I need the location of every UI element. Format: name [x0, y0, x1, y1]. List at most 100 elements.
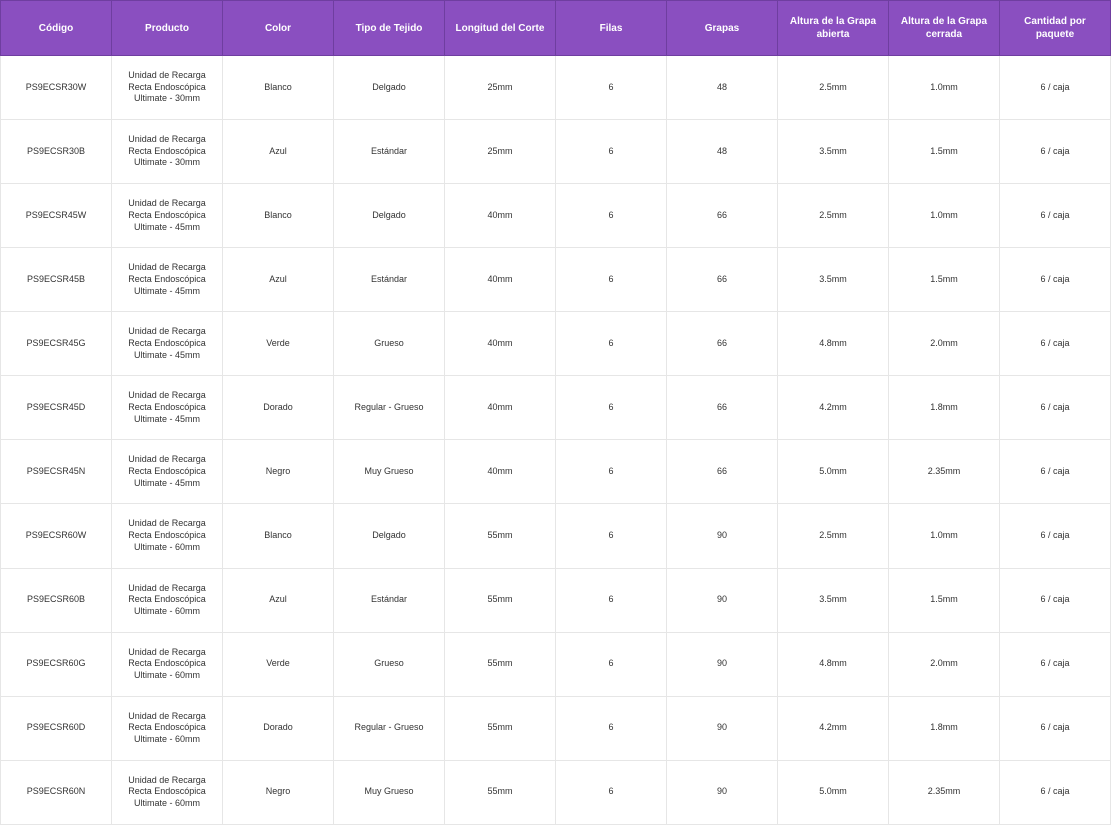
col-filas: Filas: [556, 1, 667, 56]
table-row: PS9ECSR60DUnidad de Recarga Recta Endosc…: [1, 696, 1111, 760]
col-grapas: Grapas: [667, 1, 778, 56]
table-cell: 55mm: [445, 504, 556, 568]
col-color: Color: [223, 1, 334, 56]
table-cell: 6 / caja: [1000, 440, 1111, 504]
table-row: PS9ECSR60NUnidad de Recarga Recta Endosc…: [1, 760, 1111, 824]
table-cell: 6: [556, 248, 667, 312]
table-cell: Delgado: [334, 504, 445, 568]
table-cell: PS9ECSR45B: [1, 248, 112, 312]
table-cell: Regular - Grueso: [334, 376, 445, 440]
col-codigo: Código: [1, 1, 112, 56]
table-cell: 2.0mm: [889, 632, 1000, 696]
table-cell: 6: [556, 184, 667, 248]
table-cell: 5.0mm: [778, 760, 889, 824]
table-cell: 55mm: [445, 632, 556, 696]
table-cell: Unidad de Recarga Recta Endoscópica Ulti…: [112, 504, 223, 568]
table-cell: Muy Grueso: [334, 440, 445, 504]
table-header-row: Código Producto Color Tipo de Tejido Lon…: [1, 1, 1111, 56]
table-row: PS9ECSR60BUnidad de Recarga Recta Endosc…: [1, 568, 1111, 632]
table-cell: 6 / caja: [1000, 184, 1111, 248]
table-cell: 1.8mm: [889, 696, 1000, 760]
table-cell: Unidad de Recarga Recta Endoscópica Ulti…: [112, 248, 223, 312]
table-cell: 6: [556, 568, 667, 632]
table-cell: Dorado: [223, 376, 334, 440]
table-cell: 40mm: [445, 376, 556, 440]
table-cell: 6: [556, 760, 667, 824]
table-cell: 55mm: [445, 696, 556, 760]
table-cell: 5.0mm: [778, 440, 889, 504]
table-cell: Azul: [223, 248, 334, 312]
table-cell: PS9ECSR45N: [1, 440, 112, 504]
table-cell: Dorado: [223, 696, 334, 760]
table-row: PS9ECSR45BUnidad de Recarga Recta Endosc…: [1, 248, 1111, 312]
table-cell: Blanco: [223, 56, 334, 120]
table-cell: Muy Grueso: [334, 760, 445, 824]
table-cell: Verde: [223, 632, 334, 696]
table-cell: 90: [667, 760, 778, 824]
table-cell: PS9ECSR60N: [1, 760, 112, 824]
table-cell: Negro: [223, 760, 334, 824]
table-cell: 6: [556, 312, 667, 376]
table-row: PS9ECSR45NUnidad de Recarga Recta Endosc…: [1, 440, 1111, 504]
table-cell: Blanco: [223, 504, 334, 568]
table-cell: Grueso: [334, 632, 445, 696]
table-cell: 48: [667, 56, 778, 120]
col-producto: Producto: [112, 1, 223, 56]
table-cell: 6: [556, 376, 667, 440]
table-cell: Unidad de Recarga Recta Endoscópica Ulti…: [112, 632, 223, 696]
table-cell: 66: [667, 376, 778, 440]
table-row: PS9ECSR30BUnidad de Recarga Recta Endosc…: [1, 120, 1111, 184]
table-cell: Unidad de Recarga Recta Endoscópica Ulti…: [112, 440, 223, 504]
table-row: PS9ECSR30WUnidad de Recarga Recta Endosc…: [1, 56, 1111, 120]
table-cell: Azul: [223, 568, 334, 632]
table-cell: PS9ECSR30B: [1, 120, 112, 184]
col-altura-cerrada: Altura de la Grapa cerrada: [889, 1, 1000, 56]
table-cell: PS9ECSR60B: [1, 568, 112, 632]
table-cell: 6 / caja: [1000, 696, 1111, 760]
table-cell: 4.8mm: [778, 632, 889, 696]
table-cell: 6 / caja: [1000, 56, 1111, 120]
table-cell: 3.5mm: [778, 120, 889, 184]
table-cell: Estándar: [334, 568, 445, 632]
product-table: Código Producto Color Tipo de Tejido Lon…: [0, 0, 1111, 825]
table-cell: 2.5mm: [778, 184, 889, 248]
table-cell: 90: [667, 568, 778, 632]
table-cell: 4.2mm: [778, 696, 889, 760]
table-cell: 25mm: [445, 120, 556, 184]
table-body: PS9ECSR30WUnidad de Recarga Recta Endosc…: [1, 56, 1111, 825]
table-cell: 48: [667, 120, 778, 184]
table-cell: 2.5mm: [778, 504, 889, 568]
table-cell: Grueso: [334, 312, 445, 376]
table-cell: 66: [667, 312, 778, 376]
table-cell: PS9ECSR45W: [1, 184, 112, 248]
table-cell: PS9ECSR60G: [1, 632, 112, 696]
table-cell: Unidad de Recarga Recta Endoscópica Ulti…: [112, 568, 223, 632]
table-cell: 6 / caja: [1000, 632, 1111, 696]
table-cell: 4.2mm: [778, 376, 889, 440]
table-cell: 6 / caja: [1000, 504, 1111, 568]
table-cell: 40mm: [445, 440, 556, 504]
table-cell: Unidad de Recarga Recta Endoscópica Ulti…: [112, 696, 223, 760]
table-cell: 6 / caja: [1000, 760, 1111, 824]
table-cell: 3.5mm: [778, 568, 889, 632]
table-cell: Estándar: [334, 248, 445, 312]
table-cell: 4.8mm: [778, 312, 889, 376]
table-cell: 2.0mm: [889, 312, 1000, 376]
table-cell: PS9ECSR60W: [1, 504, 112, 568]
table-cell: Unidad de Recarga Recta Endoscópica Ulti…: [112, 184, 223, 248]
table-cell: 40mm: [445, 312, 556, 376]
table-cell: Unidad de Recarga Recta Endoscópica Ulti…: [112, 120, 223, 184]
table-cell: 6 / caja: [1000, 568, 1111, 632]
table-cell: 6 / caja: [1000, 120, 1111, 184]
table-cell: 3.5mm: [778, 248, 889, 312]
table-cell: Negro: [223, 440, 334, 504]
table-cell: Blanco: [223, 184, 334, 248]
table-cell: Unidad de Recarga Recta Endoscópica Ulti…: [112, 376, 223, 440]
table-cell: 1.5mm: [889, 248, 1000, 312]
table-cell: 6: [556, 504, 667, 568]
table-cell: 55mm: [445, 568, 556, 632]
table-cell: 66: [667, 184, 778, 248]
table-cell: PS9ECSR45G: [1, 312, 112, 376]
table-cell: Azul: [223, 120, 334, 184]
table-cell: 6: [556, 440, 667, 504]
